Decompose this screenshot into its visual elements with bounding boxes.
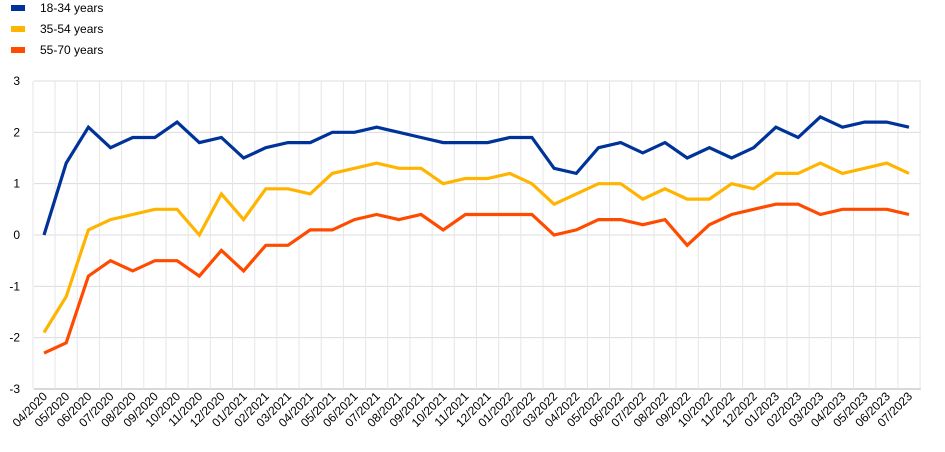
legend-swatch [11, 47, 25, 53]
series-lines [42, 114, 910, 355]
legend-label: 55-70 years [40, 43, 103, 57]
y-tick-label: 0 [13, 228, 20, 242]
x-axis-tick-labels: 04/202005/202006/202007/202008/202009/20… [10, 389, 916, 430]
chart-legend: 18-34 years 35-54 years 55-70 years [11, 1, 103, 57]
y-tick-label: 1 [13, 177, 20, 191]
series-line-1 [42, 114, 910, 236]
legend-swatch [11, 26, 25, 32]
series-line-3 [43, 202, 910, 355]
y-tick-label: 3 [13, 74, 20, 88]
y-tick-label: 2 [13, 125, 20, 139]
series-line-2 [42, 161, 910, 334]
y-axis-tick-labels: -3 -2 -1 0 1 2 3 [9, 74, 20, 396]
chart-grid [32, 80, 921, 390]
y-tick-label: -1 [9, 279, 20, 293]
legend-label: 18-34 years [40, 1, 103, 15]
y-tick-label: -2 [9, 331, 20, 345]
legend-swatch [11, 5, 25, 11]
legend-label: 35-54 years [40, 22, 103, 36]
y-tick-label: -3 [9, 382, 20, 396]
